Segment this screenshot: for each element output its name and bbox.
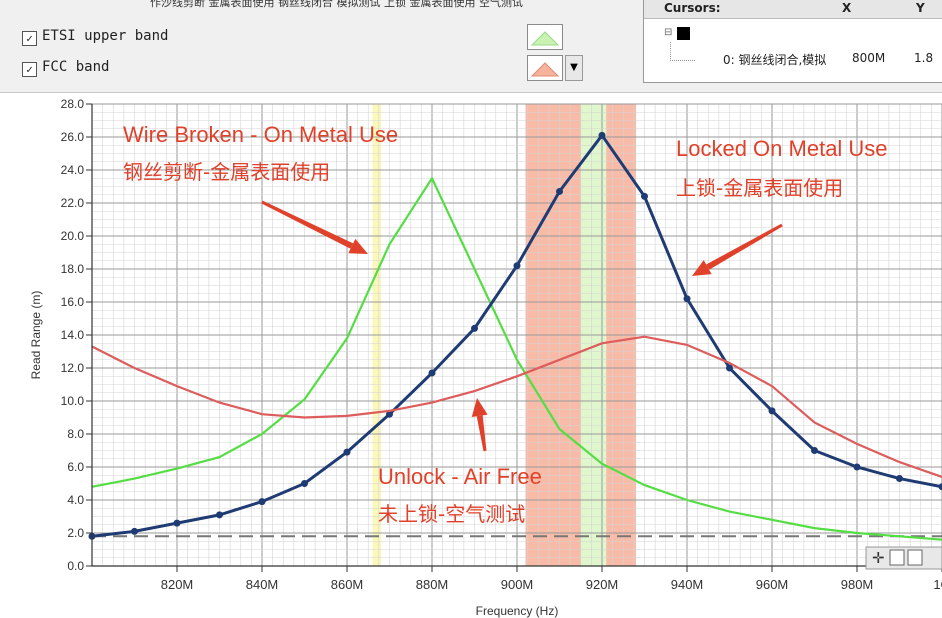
cursor-panel: Cursors: X Y ⊟ 0: 钢丝线闭合,模拟 800M 1.8 bbox=[643, 0, 942, 83]
cursor-row-name[interactable]: 0: 钢丝线闭合,模拟 bbox=[723, 53, 827, 67]
arrow-wire-broken bbox=[261, 200, 368, 254]
series-1-point bbox=[173, 519, 181, 527]
series-1-point bbox=[301, 480, 308, 487]
pan-icon bbox=[907, 549, 923, 566]
y-tick-label: 8.0 bbox=[67, 427, 84, 441]
series-1-point bbox=[428, 369, 436, 377]
annotation-unlock-en: Unlock - Air Free bbox=[378, 464, 542, 489]
series-1-point bbox=[386, 410, 393, 418]
arrow-unlock bbox=[471, 398, 488, 452]
fcc-swatch[interactable] bbox=[527, 55, 563, 81]
annotation-locked-cn: 上锁-金属表面使用 bbox=[676, 176, 844, 200]
arrow-unlock-head bbox=[471, 398, 488, 417]
y-tick-label: 26.0 bbox=[61, 130, 85, 144]
series-layer bbox=[88, 131, 942, 541]
y-tick-label: 6.0 bbox=[67, 460, 84, 474]
x-tick-label: 820M bbox=[161, 577, 194, 592]
legend-panel: 作沙线剪断 金属表面使用 钢丝线闭合 模拟测试 上锁 金属表面使用 空气测试 ✓… bbox=[0, 0, 942, 93]
fcc-checkbox[interactable]: ✓ bbox=[22, 62, 37, 77]
series-1-point bbox=[343, 448, 351, 456]
x-tick-label: 860M bbox=[331, 577, 364, 592]
arrow-unlock-shaft bbox=[476, 415, 487, 452]
tree-line bbox=[670, 42, 695, 61]
x-tick-label: 1G bbox=[933, 577, 942, 592]
annotation-locked-en: Locked On Metal Use bbox=[676, 136, 888, 161]
series-1-point bbox=[131, 527, 138, 535]
y-tick-label: 16.0 bbox=[61, 295, 85, 309]
y-tick-label: 22.0 bbox=[61, 196, 85, 210]
collapse-icon[interactable]: ⊟ bbox=[664, 27, 673, 38]
read-range-chart[interactable]: 0.0 2.0 4.0 6.0 8.0 10.0 12.0 14.0 16.0 18.0 20.0 2… bbox=[0, 92, 942, 618]
series-1-point bbox=[896, 475, 903, 483]
arrow-wire-broken-shaft bbox=[261, 200, 354, 249]
series-1-point bbox=[471, 324, 478, 332]
x-axis-label: Frequency (Hz) bbox=[476, 604, 559, 618]
arrow-locked-shaft bbox=[706, 223, 783, 270]
y-tick-label: 0.0 bbox=[67, 559, 84, 573]
y-tick-label: 24.0 bbox=[61, 163, 85, 177]
y-tick-label: 10.0 bbox=[61, 394, 85, 408]
crosshair-icon: ✛ bbox=[872, 549, 885, 567]
x-tick-label: 980M bbox=[841, 577, 874, 592]
zoom-icon bbox=[889, 549, 905, 566]
y-tick-label: 2.0 bbox=[67, 526, 84, 540]
series-1-point bbox=[768, 407, 776, 415]
x-tick-label: 960M bbox=[756, 577, 789, 592]
x-tick-label: 880M bbox=[416, 577, 449, 592]
top-caption: 作沙线剪断 金属表面使用 钢丝线闭合 模拟测试 上锁 金属表面使用 空气测试 bbox=[150, 0, 523, 8]
arrow-wire-broken-head bbox=[348, 238, 368, 254]
fcc-label: FCC band bbox=[42, 59, 110, 75]
cursor-title: Cursors: bbox=[664, 1, 721, 15]
cursor-row-x: 800M bbox=[852, 51, 886, 65]
y-tick-label: 20.0 bbox=[61, 229, 85, 243]
etsi-label: ETSI upper band bbox=[42, 28, 169, 44]
annotation-wire-broken-cn: 钢丝剪断-金属表面使用 bbox=[123, 160, 331, 184]
series-1-point bbox=[853, 463, 861, 471]
series-2-line bbox=[91, 335, 942, 478]
series-0-line bbox=[91, 176, 942, 541]
y-tick-label: 18.0 bbox=[61, 262, 85, 276]
y-tick-label: 12.0 bbox=[61, 361, 85, 375]
dropdown-arrow-icon[interactable]: ▼ bbox=[565, 55, 583, 81]
series-1-point bbox=[641, 192, 648, 200]
arrow-locked bbox=[692, 223, 783, 276]
x-tick-label: 840M bbox=[246, 577, 279, 592]
cursor-y-header: Y bbox=[916, 1, 925, 15]
series-1-point bbox=[683, 295, 691, 303]
arrow-locked-head bbox=[692, 260, 712, 276]
cursor-color-swatch[interactable] bbox=[677, 27, 690, 40]
cursor-x-header: X bbox=[842, 1, 852, 15]
x-tick-label: 900M bbox=[501, 577, 534, 592]
axes: 0.0 2.0 4.0 6.0 8.0 10.0 12.0 14.0 16.0 18.0 20.0 2… bbox=[29, 97, 942, 618]
y-tick-label: 14.0 bbox=[61, 328, 85, 342]
x-tick-label: 940M bbox=[671, 577, 704, 592]
series-1-point bbox=[258, 498, 266, 506]
series-1-point bbox=[513, 262, 521, 270]
x-tick-label: 920M bbox=[586, 577, 619, 592]
y-tick-label: 4.0 bbox=[67, 493, 84, 507]
etsi-checkbox[interactable]: ✓ bbox=[22, 31, 37, 46]
annotation-arrows bbox=[261, 200, 783, 452]
series-1-point bbox=[726, 364, 733, 372]
y-tick-label: 28.0 bbox=[61, 97, 85, 111]
series-1-point bbox=[938, 483, 942, 491]
cursor-row-y: 1.8 bbox=[914, 51, 934, 65]
series-1-point bbox=[216, 511, 223, 519]
y-axis-label: Read Range (m) bbox=[29, 291, 43, 380]
series-1-point bbox=[811, 447, 818, 454]
series-1-point bbox=[598, 131, 606, 139]
annotation-wire-broken-en: Wire Broken - On Metal Use bbox=[123, 122, 399, 147]
etsi-swatch[interactable] bbox=[527, 24, 563, 50]
annotation-unlock-cn: 未上锁-空气测试 bbox=[378, 502, 526, 526]
graph-palette[interactable]: ✛ bbox=[865, 546, 942, 570]
cursor-header: Cursors: X Y bbox=[644, 0, 942, 19]
series-1-point bbox=[556, 187, 563, 195]
